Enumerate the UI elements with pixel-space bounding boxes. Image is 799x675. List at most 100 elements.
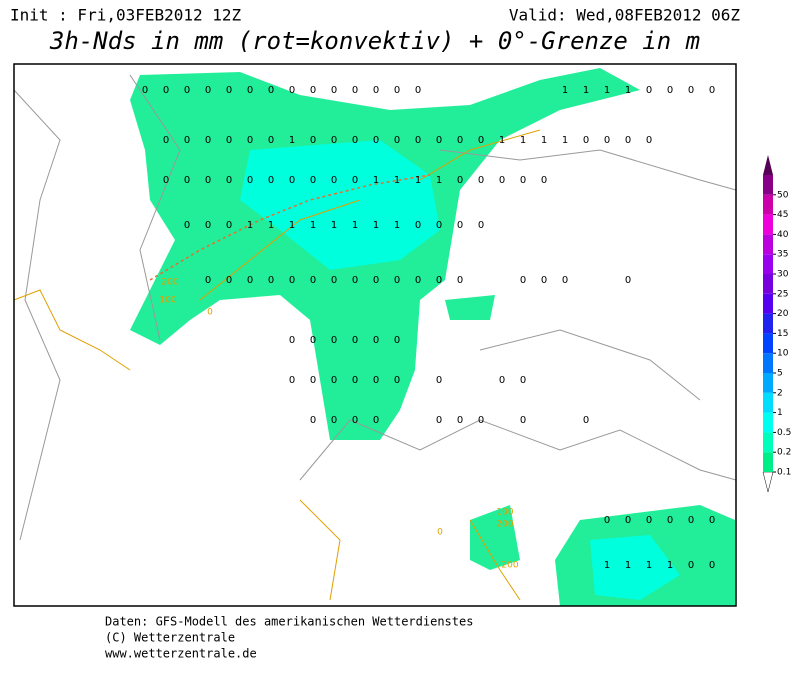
precip-value: 0 (352, 85, 358, 96)
precip-value: 0 (604, 515, 610, 526)
precip-value: 0 (457, 135, 463, 146)
precip-value: 1 (562, 85, 568, 96)
precip-value: 0 (205, 220, 211, 231)
precip-value: 0 (331, 135, 337, 146)
precip-value: 0 (226, 175, 232, 186)
precip-value: 0 (352, 335, 358, 346)
precip-value: 1 (499, 135, 505, 146)
precip-value: 0 (373, 275, 379, 286)
precip-value: 0 (646, 85, 652, 96)
colorbar-swatch (763, 412, 773, 433)
precip-value: 0 (205, 175, 211, 186)
contour-label: 0 (207, 308, 213, 318)
precip-value: 0 (268, 135, 274, 146)
precip-value: 0 (667, 85, 673, 96)
colorbar-swatch (763, 432, 773, 453)
precip-value: 0 (247, 175, 253, 186)
precip-value: 0 (646, 515, 652, 526)
precip-value: 1 (289, 135, 295, 146)
precip-value: 0 (478, 135, 484, 146)
precip-value: 1 (520, 135, 526, 146)
colorbar-label: 1 (777, 408, 783, 418)
precip-value: 0 (268, 175, 274, 186)
freezing-level-contour (13, 129, 541, 601)
precip-value: 0 (415, 220, 421, 231)
colorbar-swatch (763, 194, 773, 215)
precip-value: 1 (373, 220, 379, 231)
colorbar-end (763, 155, 773, 175)
precip-value: 0 (583, 135, 589, 146)
precip-value: 0 (331, 275, 337, 286)
colorbar-swatch (763, 452, 773, 472)
precip-value: 0 (184, 175, 190, 186)
precip-value: 0 (436, 415, 442, 426)
precip-value: 0 (520, 375, 526, 386)
precip-value: 0 (310, 335, 316, 346)
contour-label: 200 (501, 561, 518, 571)
colorbar-label: 15 (777, 329, 788, 339)
precip-value: 0 (352, 175, 358, 186)
precip-value: 0 (499, 175, 505, 186)
colorbar-label: 0.2 (777, 448, 791, 458)
precip-value: 0 (541, 275, 547, 286)
precip-value: 1 (667, 560, 673, 571)
colorbar-label: 10 (777, 349, 789, 359)
colorbar-swatch (763, 175, 773, 195)
precip-value: 1 (289, 220, 295, 231)
colorbar-label: 20 (777, 309, 789, 319)
colorbar-label: 50 (777, 190, 789, 200)
precip-value: 0 (163, 85, 169, 96)
colorbar-swatch (763, 313, 773, 334)
colorbar-swatch (763, 274, 773, 294)
init-time: Init : Fri,03FEB2012 12Z (10, 6, 242, 25)
precip-value: 0 (688, 515, 694, 526)
precip-value: 0 (331, 175, 337, 186)
colorbar-swatch (763, 234, 773, 255)
precip-value: 0 (352, 135, 358, 146)
colorbar-label: 30 (777, 270, 789, 280)
precip-value: 0 (457, 275, 463, 286)
precip-value: 1 (394, 220, 400, 231)
footer-line: Daten: GFS-Modell des amerikanischen Wet… (105, 615, 473, 629)
colorbar-swatch (763, 353, 773, 373)
precip-value: 1 (436, 175, 442, 186)
precip-value: 1 (604, 560, 610, 571)
precip-value: 0 (709, 560, 715, 571)
colorbar-swatch (763, 333, 773, 354)
precip-value: 1 (247, 220, 253, 231)
precip-value: 0 (373, 375, 379, 386)
precip-value: 0 (184, 220, 190, 231)
precip-value: 0 (331, 85, 337, 96)
precip-value: 0 (331, 375, 337, 386)
precip-value: 0 (331, 335, 337, 346)
precip-area (590, 535, 680, 600)
precip-value: 1 (646, 560, 652, 571)
colorbar-label: 35 (777, 250, 788, 260)
precip-value: 0 (436, 220, 442, 231)
precip-value: 1 (268, 220, 274, 231)
precip-value: 0 (478, 175, 484, 186)
precip-value: 0 (688, 560, 694, 571)
precip-value: 0 (394, 335, 400, 346)
precip-value: 0 (310, 85, 316, 96)
map-title: 3h-Nds in mm (rot=konvektiv) + 0°-Grenze… (49, 27, 700, 55)
precip-value: 0 (184, 85, 190, 96)
precip-value: 0 (226, 85, 232, 96)
precip-value: 0 (709, 85, 715, 96)
valid-time: Valid: Wed,08FEB2012 06Z (509, 6, 741, 25)
precip-value: 0 (583, 415, 589, 426)
precip-value: 0 (310, 135, 316, 146)
precip-value: 1 (331, 220, 337, 231)
precip-value: 0 (289, 175, 295, 186)
colorbar-swatch (763, 373, 773, 393)
precip-value: 0 (625, 135, 631, 146)
precip-value: 0 (646, 135, 652, 146)
precip-value: 0 (520, 275, 526, 286)
precip-area (445, 295, 495, 320)
precip-value: 0 (331, 415, 337, 426)
precip-value: 0 (520, 175, 526, 186)
precip-value: 0 (562, 275, 568, 286)
precip-value: 0 (163, 175, 169, 186)
